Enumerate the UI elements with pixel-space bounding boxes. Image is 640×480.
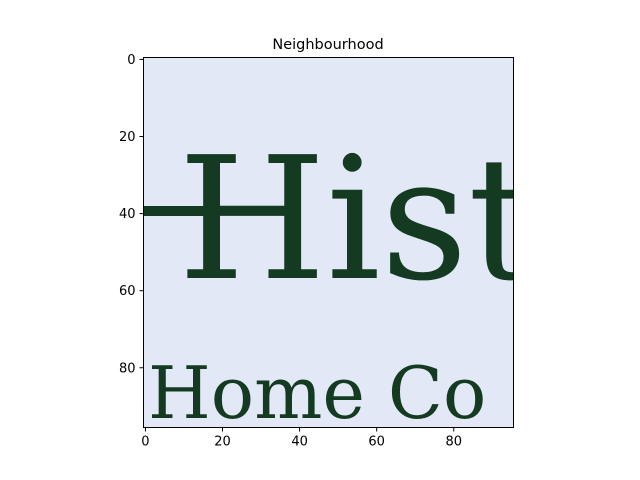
y-tick-label: 40 xyxy=(119,207,136,222)
image-text-main: Histo xyxy=(178,121,639,319)
x-tick-label: 20 xyxy=(214,435,231,450)
x-axis: 0 20 40 60 80 xyxy=(141,427,462,450)
chart-title: Neighbourhood xyxy=(272,37,383,53)
y-tick-label: 80 xyxy=(119,361,136,376)
y-tick-label: 60 xyxy=(119,284,136,299)
x-tick-label: 80 xyxy=(445,435,462,450)
x-tick-label: 60 xyxy=(368,435,385,450)
y-axis: 0 20 40 60 80 xyxy=(119,53,144,376)
image-panel: Home Co Histo xyxy=(143,57,639,435)
y-tick-label: 0 xyxy=(127,53,135,68)
image-background xyxy=(143,57,514,428)
image-stroke xyxy=(143,206,214,216)
x-tick-label: 0 xyxy=(141,435,149,450)
x-tick-label: 40 xyxy=(291,435,308,450)
y-tick-label: 20 xyxy=(119,130,136,145)
image-text-faint: Home Co xyxy=(148,351,486,435)
axes-frame xyxy=(143,57,514,428)
